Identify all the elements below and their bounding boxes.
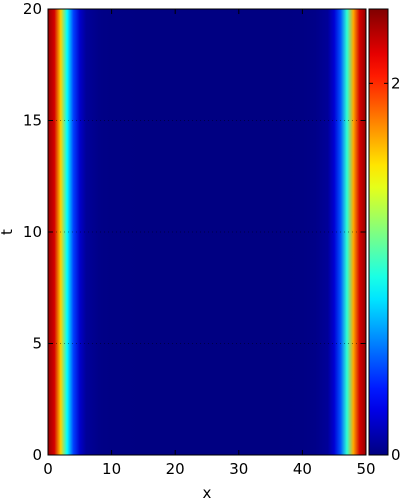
y-axis-title: t	[0, 229, 16, 235]
x-tick-label: 20	[166, 460, 185, 478]
colorbar-tick-label: 2	[391, 74, 400, 92]
grid-lines	[48, 120, 366, 344]
y-axis: 0 5 10 15 20	[23, 0, 366, 464]
x-tick-label: 40	[293, 460, 312, 478]
y-tick-label: 15	[23, 112, 42, 130]
colorbar	[368, 8, 389, 456]
colorbar-axis: 02	[369, 74, 400, 464]
x-tick-label: 0	[43, 460, 53, 478]
x-tick-label: 50	[356, 460, 375, 478]
x-tick-label: 10	[102, 460, 121, 478]
x-axis-title: x	[203, 484, 212, 500]
y-tick-label: 5	[32, 335, 42, 353]
x-tick-label: 30	[229, 460, 248, 478]
y-tick-label: 10	[23, 223, 42, 241]
y-tick-label: 0	[32, 446, 42, 464]
x-axis: 0 10 20 30 40 50	[43, 9, 376, 478]
colorbar-tick-label: 0	[391, 446, 400, 464]
heatmap-field	[48, 9, 366, 455]
y-tick-label: 20	[23, 0, 42, 18]
